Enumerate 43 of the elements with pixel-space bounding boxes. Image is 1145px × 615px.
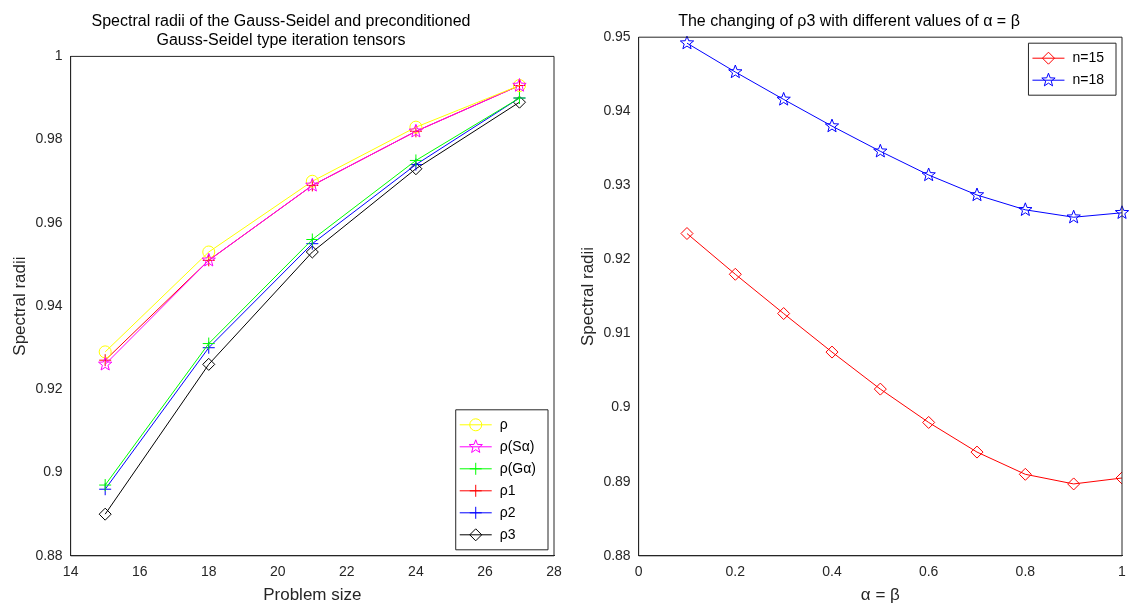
x-tick-label: 0.2	[725, 563, 746, 580]
x-tick-label: 0	[634, 563, 643, 580]
y-tick-label: 0.91	[603, 324, 631, 341]
x-tick-label: 0.6	[918, 563, 939, 580]
y-tick-label: 0.94	[603, 102, 631, 119]
y-tick-label: 0.98	[35, 130, 63, 147]
y-tick-label: 0.9	[611, 398, 631, 415]
y-tick-label: 0.96	[35, 213, 63, 230]
y-tick-label: 0.95	[603, 28, 631, 45]
x-tick-label: 28	[546, 563, 562, 580]
legend-label: ρ2	[499, 503, 516, 520]
y-tick-label: 0.9	[43, 463, 63, 480]
chart-title: The changing of ρ3 with different values of α = β	[678, 12, 1020, 30]
y-tick-label: 0.92	[603, 250, 631, 267]
legend-label: ρ	[499, 415, 508, 432]
x-tick-label: 22	[339, 563, 355, 580]
x-axis-title: α = β	[860, 585, 901, 605]
legend-label: ρ1	[499, 481, 516, 498]
x-tick-label: 0.4	[822, 563, 842, 580]
x-tick-label: 24	[408, 563, 424, 580]
y-tick-label: 0.93	[603, 176, 631, 193]
x-tick-label: 18	[200, 563, 217, 580]
chart-title: Spectral radii of the Gauss-Seidel and preconditioned Gauss-Seidel type iteration tensors	[91, 12, 471, 49]
y-tick-label: 0.88	[603, 546, 631, 563]
y-tick-label: 1	[54, 47, 63, 64]
y-tick-label: 0.92	[35, 380, 63, 397]
x-tick-label: 16	[131, 563, 148, 580]
legend-label: n=15	[1072, 49, 1105, 66]
legend-label: n=18	[1072, 71, 1105, 88]
y-tick-label: 0.94	[35, 296, 63, 313]
x-tick-label: 0.8	[1015, 563, 1036, 580]
y-axis-title: Spectral radii	[577, 246, 597, 347]
x-tick-label: 26	[477, 563, 493, 580]
y-axis-title: Spectral radii	[9, 256, 29, 356]
legend-label: ρ3	[499, 525, 516, 542]
x-axis-title: Problem size	[263, 585, 362, 605]
x-tick-label: 20	[270, 563, 286, 580]
y-tick-label: 0.88	[35, 546, 63, 563]
legend-label: ρ(Gα)	[499, 459, 537, 476]
x-tick-label: 1	[1118, 563, 1127, 580]
x-tick-label: 14	[62, 563, 79, 580]
legend-label: ρ(Sα)	[499, 437, 535, 454]
y-tick-label: 0.89	[603, 472, 631, 489]
